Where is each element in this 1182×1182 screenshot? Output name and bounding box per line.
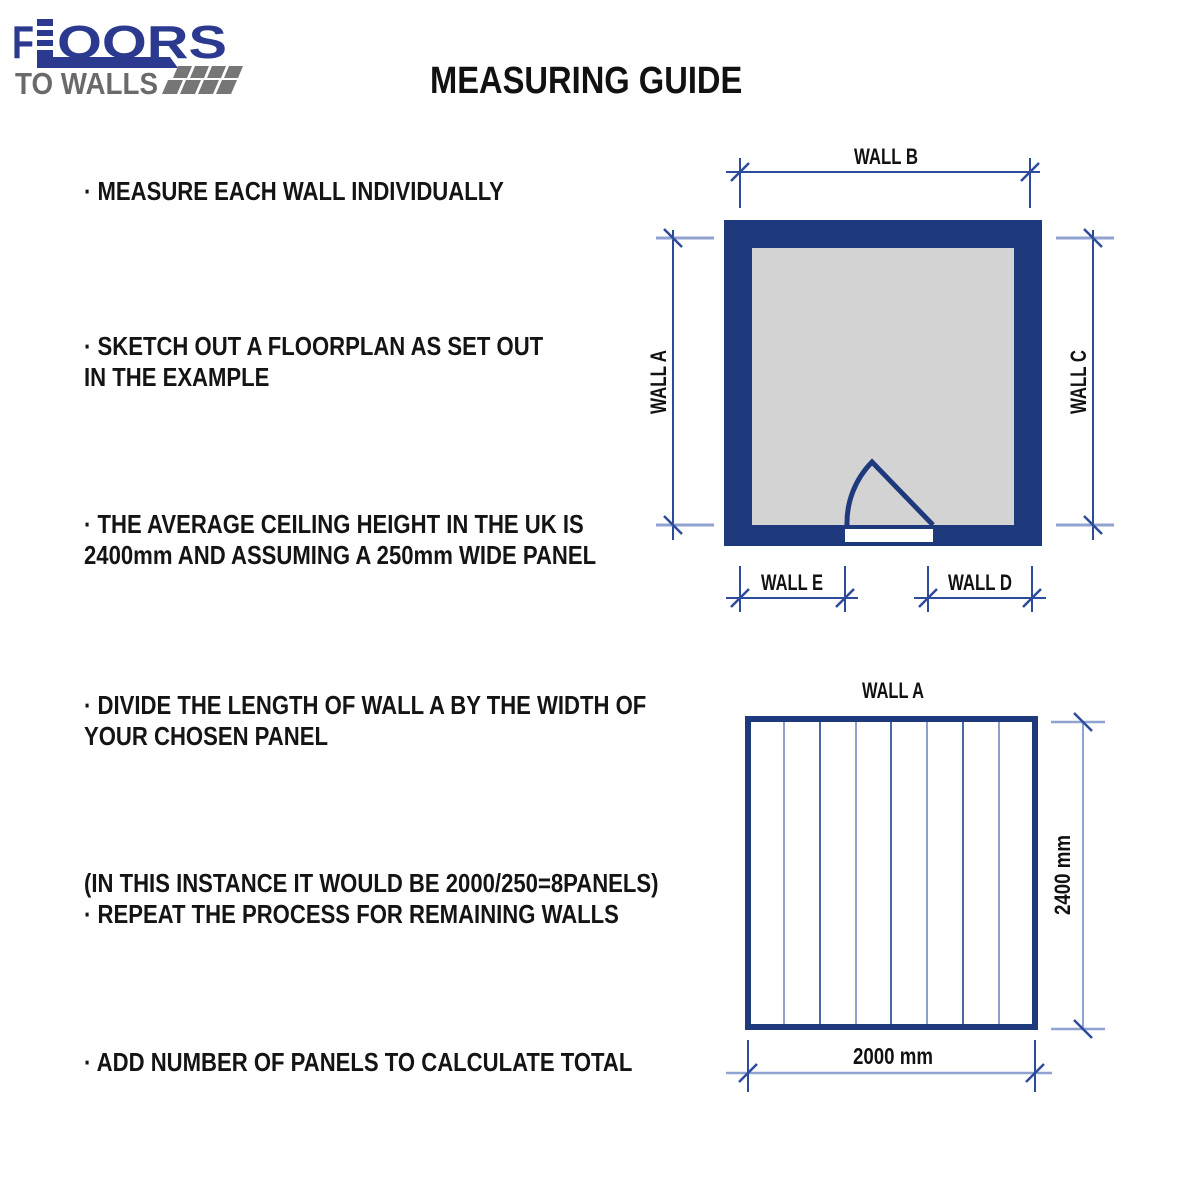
wall-c-dimension [1056,228,1114,540]
door-opening [845,529,933,542]
instruction-sketch-floorplan: · SKETCH OUT A FLOORPLAN AS SET OUT IN T… [84,331,544,392]
width-dimension [726,1040,1052,1092]
instruction-measure-each-wall: · MEASURE EACH WALL INDIVIDUALLY [84,176,504,206]
panel-divider-lines [783,722,1000,1024]
instruction-repeat-process: (IN THIS INSTANCE IT WOULD BE 2000/250=8… [84,868,659,929]
instruction-ceiling-height: · THE AVERAGE CEILING HEIGHT IN THE UK I… [84,509,597,570]
instruction-divide-wall-length: · DIVIDE THE LENGTH OF WALL A BY THE WID… [84,690,647,751]
wall-elevation-diagram: WALL A 2400 mm [726,678,1105,1092]
instruction-add-panels: · ADD NUMBER OF PANELS TO CALCULATE TOTA… [84,1047,633,1077]
wall-d-label: WALL D [948,570,1012,595]
floors-to-walls-logo: F OORS TO WALLS [12,16,243,101]
floorplan-diagram: WALL B WALL A WALL C [646,144,1114,612]
wall-a-dimension [656,228,714,540]
wall-e-label: WALL E [761,570,823,595]
floorplan-room-interior [752,248,1014,525]
logo-tagline: TO WALLS [15,66,158,101]
wall-a-label: WALL A [646,350,671,414]
height-dimension-label: 2400 mm [1050,835,1075,915]
wall-b-dimension [726,158,1040,208]
wall-e-dimension [726,566,858,612]
logo-ladder-l-icon [37,19,178,68]
page-title: MEASURING GUIDE [430,60,743,102]
wall-d-dimension [914,566,1046,612]
height-dimension [1051,712,1105,1039]
logo-letters-oors: OORS [57,16,227,68]
wall-b-label: WALL B [854,144,918,169]
wall-c-label: WALL C [1066,350,1091,414]
logo-floor-tiles-icon [162,66,243,94]
width-dimension-label: 2000 mm [853,1043,933,1069]
logo-letter-f: F [12,16,34,68]
door-swing-icon [844,458,935,527]
elevation-title: WALL A [862,678,924,703]
